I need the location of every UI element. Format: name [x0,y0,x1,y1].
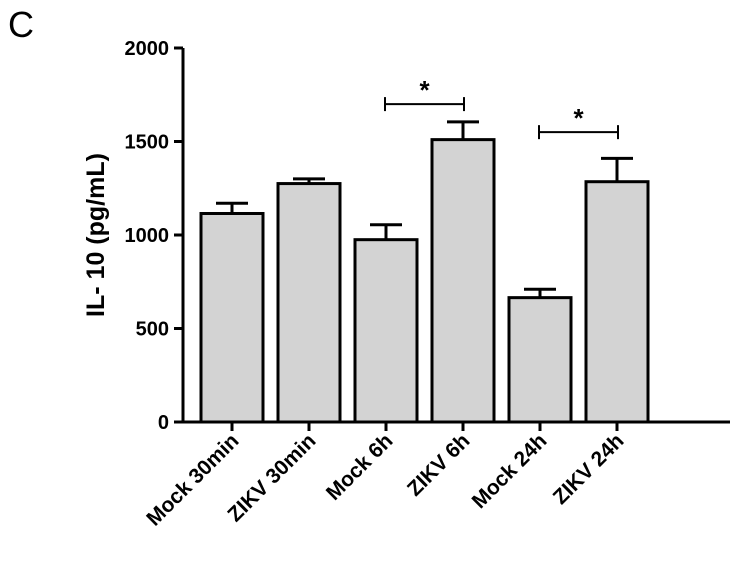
bar [584,180,650,424]
x-tick-label: ZIKV 24h [549,429,629,509]
panel-label: C [8,4,34,45]
significance-brackets: ** [384,75,619,140]
y-axis-title: IL- 10 (pg/mL) [82,153,110,317]
bar [276,182,342,424]
x-tick-label: Mock 6h [322,429,398,505]
x-tick-label: Mock 24h [468,429,552,513]
bar [199,211,265,424]
y-tick-label: 1500 [125,132,170,154]
bar [430,138,496,424]
y-axis: 0 500 1000 1500 2000 [125,38,185,434]
bar [507,296,573,424]
bar [353,238,419,424]
y-tick-label: 500 [136,319,169,341]
x-tick-label: ZIKV 6h [403,429,475,501]
significance-star: * [573,103,584,133]
bars [199,120,650,424]
y-tick-label: 0 [158,412,169,434]
significance-star: * [419,75,430,105]
y-tick-label: 1000 [125,225,170,247]
y-tick-label: 2000 [125,38,170,60]
